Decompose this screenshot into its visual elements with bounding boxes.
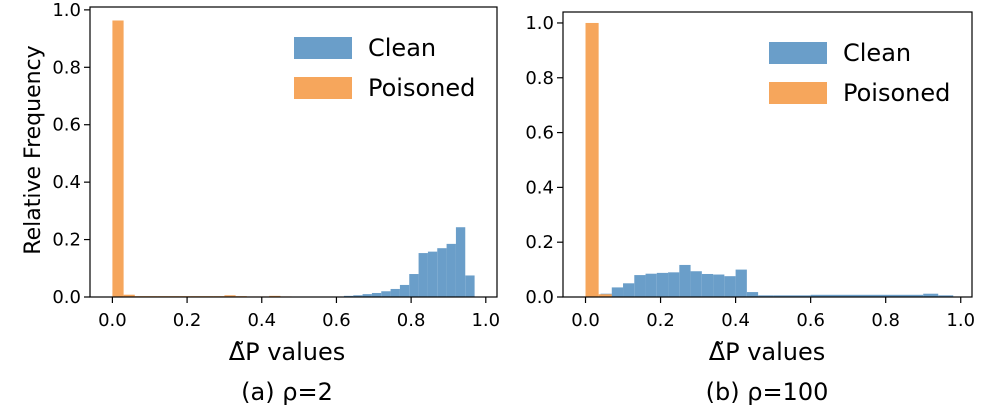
panel-b-legend-swatch-poisoned — [769, 82, 827, 104]
panel-a: 0.0 0.2 0.4 0.6 0.8 1.0 0.0 0.2 0.4 0.6 0.8 1.0 Cle… — [21, 0, 500, 406]
panel-a-ytick-label-1: 0.2 — [52, 230, 81, 251]
panel-a-poisoned-bar-1 — [123, 294, 135, 297]
panel-b-xtick-label-0: 0.0 — [571, 310, 600, 331]
panel-a-legend-label-poisoned: Poisoned — [368, 74, 475, 102]
panel-b-clean-bar-14 — [758, 295, 774, 297]
panel-b-clean-bar-9 — [701, 273, 714, 297]
panel-a-ytick-label-3: 0.6 — [52, 115, 81, 136]
panel-a-clean-bar-4 — [381, 291, 391, 297]
panel-a-clean-bar-10 — [437, 248, 447, 297]
panel-a-ytick-label-4: 0.8 — [52, 57, 81, 78]
panel-b-legend-label-poisoned: Poisoned — [843, 79, 950, 107]
panel-a-ylabel: Relative Frequency — [21, 45, 46, 254]
panel-a-clean-bar-2 — [362, 294, 372, 297]
panel-a-bars — [112, 20, 475, 297]
panel-a-xtick-label-3: 0.6 — [322, 310, 351, 331]
panel-a-legend-swatch-clean — [294, 37, 352, 59]
panel-b-ytick-label-2: 0.4 — [525, 177, 554, 198]
panel-b-clean-bar-16 — [810, 294, 924, 297]
panel-b-clean-bar-7 — [679, 264, 691, 297]
panel-a-clean-bar-13 — [465, 275, 475, 297]
panel-a-legend-label-clean: Clean — [368, 34, 436, 62]
panel-a-clean-bar-9 — [427, 251, 438, 297]
panel-b-legend-swatch-clean — [769, 42, 827, 64]
panel-a-plot-frame — [89, 6, 498, 298]
panel-b-ytick-label-5: 1.0 — [525, 13, 554, 34]
panel-b-clean-bar-3 — [634, 275, 646, 297]
panel-a-legend: Clean Poisoned — [294, 34, 475, 102]
panel-b-xtick-label-2: 0.4 — [721, 310, 750, 331]
panel-b-plot-frame — [562, 11, 973, 298]
panel-b-clean-bar-6 — [668, 272, 680, 297]
panel-b-clean-bar-13 — [746, 292, 759, 297]
panel-a-ytick-label-5: 1.0 — [52, 0, 81, 21]
panel-b: 0.0 0.2 0.4 0.6 0.8 1.0 0.0 0.2 0.4 0.6 0.8 1.0 Cle… — [525, 11, 975, 406]
panel-b-xtick-label-1: 0.2 — [646, 310, 675, 331]
panel-b-ytick-label-3: 0.6 — [525, 123, 554, 144]
panel-b-clean-bar-1 — [611, 287, 624, 297]
panel-b-xtick-label-5: 1.0 — [946, 310, 975, 331]
panel-b-clean-bar-11 — [724, 276, 736, 297]
panel-b-xlabel: Δ̃P values — [709, 338, 826, 366]
panel-b-legend-label-clean: Clean — [843, 39, 911, 67]
panel-a-clean-bar-5 — [390, 288, 400, 297]
panel-b-clean-bar-12 — [735, 269, 747, 297]
panel-b-ytick-label-4: 0.8 — [525, 68, 554, 89]
panel-a-xtick-label-5: 1.0 — [471, 310, 500, 331]
panel-b-xtick-label-4: 0.8 — [871, 310, 900, 331]
panel-a-poisoned-bar-10 — [224, 295, 236, 297]
panel-a-xtick-label-1: 0.2 — [173, 310, 202, 331]
panel-a-clean-bar-12 — [455, 227, 466, 297]
panel-a-xtick-label-0: 0.0 — [98, 310, 127, 331]
panel-a-caption: (a) ρ=2 — [241, 378, 333, 406]
panel-a-clean-bar-3 — [371, 292, 382, 297]
panel-a-xlabel: Δ̃P values — [229, 338, 346, 366]
panel-a-clean-bar-8 — [418, 253, 428, 297]
panel-b-ytick-label-1: 0.2 — [525, 232, 554, 253]
panel-b-clean-bar-18 — [938, 295, 954, 297]
panel-b-clean-bar-10 — [713, 274, 725, 297]
panel-a-ytick-label-2: 0.4 — [52, 172, 81, 193]
panel-b-caption: (b) ρ=100 — [706, 378, 829, 406]
panel-b-clean-bar-15 — [773, 295, 811, 297]
panel-b-clean-bar-5 — [656, 272, 669, 297]
panel-b-poisoned-bar-1 — [598, 294, 612, 297]
panel-b-clean-bar-17 — [923, 293, 939, 297]
panel-a-clean-bar-11 — [446, 243, 456, 297]
panel-a-ytick-label-0: 0.0 — [52, 287, 81, 308]
panel-a-legend-swatch-poisoned — [294, 77, 352, 99]
panel-b-poisoned-bar-0 — [585, 22, 599, 297]
panel-b-clean-bar-8 — [690, 271, 702, 297]
panel-b-xtick-label-3: 0.6 — [796, 310, 825, 331]
panel-b-axes: 0.0 0.2 0.4 0.6 0.8 1.0 0.0 0.2 0.4 0.6 0.8 1.0 — [525, 11, 975, 331]
panel-b-ytick-label-0: 0.0 — [525, 287, 554, 308]
panel-a-xtick-label-4: 0.8 — [397, 310, 426, 331]
panel-a-xtick-label-2: 0.4 — [247, 310, 276, 331]
panel-b-clean-bar-4 — [645, 273, 657, 297]
panel-a-clean-bar-7 — [409, 274, 419, 297]
panel-b-bars — [585, 22, 954, 297]
panel-a-clean-bar-1 — [353, 295, 363, 297]
panel-a-clean-bar-6 — [399, 284, 410, 297]
panel-a-poisoned-bar-0 — [112, 20, 124, 297]
panel-b-legend: Clean Poisoned — [769, 39, 950, 107]
panel-b-clean-bar-2 — [623, 283, 635, 297]
panel-a-axes: 0.0 0.2 0.4 0.6 0.8 1.0 0.0 0.2 0.4 0.6 0.8 1.0 — [52, 0, 500, 331]
